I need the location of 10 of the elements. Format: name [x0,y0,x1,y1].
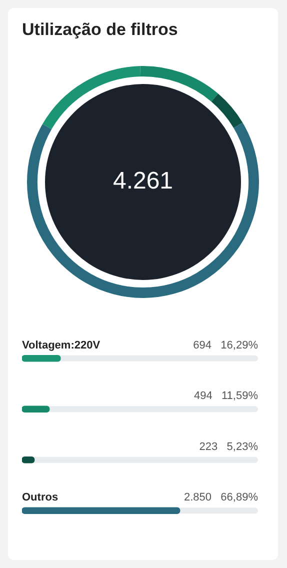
data-label: 694 16,29% [193,339,258,352]
category-label: Voltagem:220V [22,339,100,352]
data-label: 2.850 66,89% [184,492,258,504]
data-label: 223 5,23% [199,440,258,453]
chart-title: Utilização de filtros [22,20,178,40]
data-label: 494 11,59% [194,390,258,402]
text: 4.261 [112,168,174,195]
category-label: Outros [22,492,58,504]
bar [22,355,61,362]
bar [22,406,50,412]
